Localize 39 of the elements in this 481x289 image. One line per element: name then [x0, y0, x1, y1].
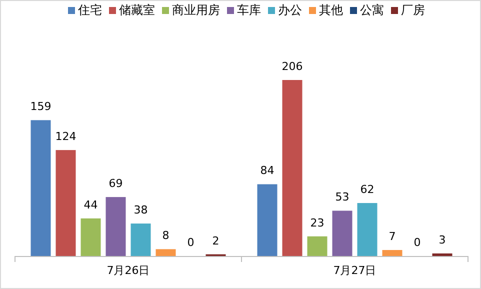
bar: [257, 184, 278, 256]
data-label: 2: [212, 234, 220, 248]
legend-label: 车库: [237, 3, 261, 17]
data-label: 206: [282, 60, 303, 73]
data-label: 84: [260, 164, 274, 178]
legend-label: 其他: [319, 3, 343, 17]
legend-label: 办公: [278, 3, 302, 17]
bar: [332, 210, 352, 256]
data-label: 44: [84, 198, 98, 212]
data-label: 159: [30, 100, 52, 114]
data-label: 3: [438, 233, 446, 246]
bar: [130, 224, 151, 256]
bar: [282, 80, 302, 256]
bar: [80, 218, 101, 256]
data-label: 0: [187, 236, 194, 249]
x-tick-label: 7月26日: [106, 264, 150, 277]
data-label: 69: [108, 177, 123, 190]
bar: [156, 249, 176, 256]
data-label: 53: [335, 190, 350, 204]
legend-label: 住宅: [77, 3, 102, 17]
bar: [30, 120, 51, 256]
bar: [106, 197, 126, 256]
bar: [307, 236, 328, 256]
data-label: 7: [388, 230, 396, 244]
data-label: 0: [414, 236, 421, 249]
legend-label: 厂房: [401, 3, 425, 17]
data-label: 62: [360, 183, 374, 196]
bar: [432, 253, 452, 256]
x-tick-label: 7月27日: [333, 264, 376, 277]
bar: [382, 250, 402, 256]
data-label: 38: [134, 204, 148, 217]
data-label: 8: [162, 229, 170, 242]
data-label: 124: [55, 130, 76, 144]
legend-label: 公寓: [360, 3, 384, 17]
legend-label: 储藏室: [119, 3, 155, 17]
legend-label: 商业用房: [172, 3, 220, 17]
bar: [357, 203, 378, 256]
data-label: 23: [310, 216, 324, 230]
bar: [56, 150, 76, 256]
